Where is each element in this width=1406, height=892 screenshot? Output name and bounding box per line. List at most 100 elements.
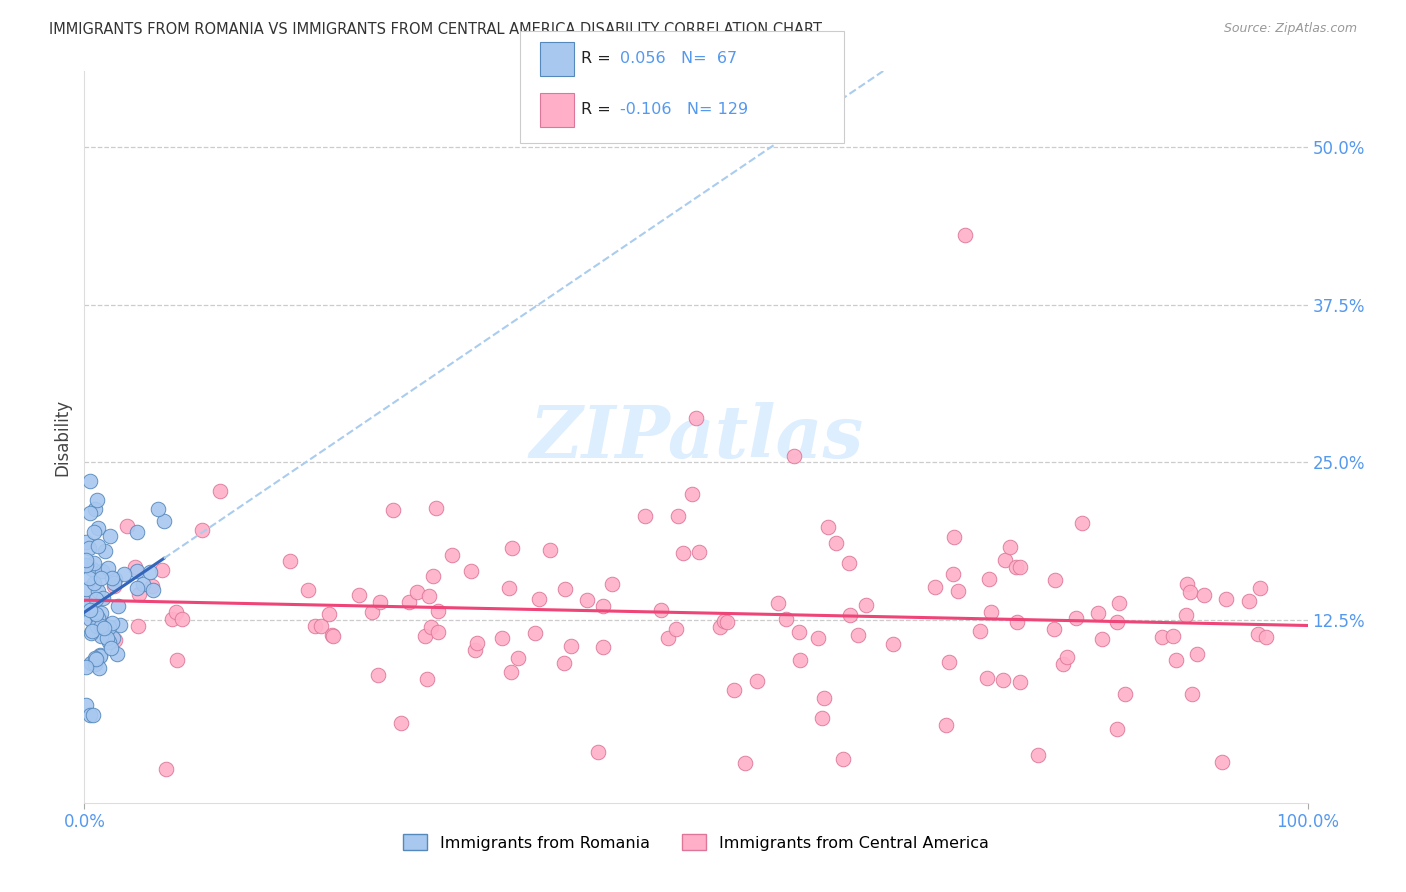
Legend: Immigrants from Romania, Immigrants from Central America: Immigrants from Romania, Immigrants from… <box>396 828 995 857</box>
Point <box>787 625 810 640</box>
Point <box>166 653 188 667</box>
Point <box>1249 581 1271 595</box>
Point <box>80 626 103 640</box>
Point <box>681 487 703 501</box>
Point <box>77 571 100 585</box>
Point <box>713 614 735 628</box>
Text: 0.056   N=  67: 0.056 N= 67 <box>620 51 737 66</box>
Point <box>665 622 688 636</box>
Point <box>924 580 946 594</box>
Point <box>506 651 529 665</box>
Point <box>107 599 129 613</box>
Point <box>103 575 125 590</box>
Point <box>969 624 991 639</box>
Point <box>935 718 957 732</box>
Point <box>425 500 447 515</box>
Point <box>406 585 429 599</box>
Point <box>1008 674 1031 689</box>
Point <box>523 626 546 640</box>
Point <box>76 599 98 614</box>
Point <box>554 582 576 596</box>
Point <box>938 655 960 669</box>
Point <box>977 572 1000 586</box>
Point <box>422 569 444 583</box>
Point <box>1066 610 1088 624</box>
Point <box>685 411 707 425</box>
Point <box>709 620 731 634</box>
Point <box>745 673 768 688</box>
Point <box>1239 594 1261 608</box>
Point <box>460 564 482 578</box>
Point <box>139 565 162 579</box>
Point <box>1211 756 1233 770</box>
Point <box>278 553 301 567</box>
Point <box>576 593 599 607</box>
Point <box>165 605 187 619</box>
Point <box>360 605 382 619</box>
Point <box>87 584 110 599</box>
Point <box>75 659 97 673</box>
Point <box>125 581 148 595</box>
Point <box>1114 687 1136 701</box>
Point <box>789 653 811 667</box>
Point <box>723 683 745 698</box>
Point <box>1091 632 1114 647</box>
Point <box>831 752 853 766</box>
Point <box>86 493 108 508</box>
Point <box>1247 627 1270 641</box>
Point <box>1004 560 1026 574</box>
Point <box>1005 615 1028 629</box>
Point <box>368 595 391 609</box>
Point <box>86 619 108 633</box>
Point <box>1105 722 1128 736</box>
Point <box>127 524 149 539</box>
Point <box>83 650 105 665</box>
Point <box>1028 747 1050 762</box>
Point <box>943 530 966 544</box>
Point <box>155 762 177 776</box>
Point <box>97 560 120 574</box>
Point <box>1164 652 1187 666</box>
Point <box>1056 650 1078 665</box>
Point <box>190 524 212 538</box>
Point <box>846 628 869 642</box>
Point <box>90 571 112 585</box>
Point <box>426 604 449 618</box>
Point <box>79 474 101 488</box>
Point <box>98 529 121 543</box>
Point <box>1175 607 1198 622</box>
Point <box>75 582 97 596</box>
Point <box>100 640 122 655</box>
Point <box>1043 573 1066 587</box>
Text: R =: R = <box>581 103 616 118</box>
Point <box>75 535 97 549</box>
Text: -0.106   N= 129: -0.106 N= 129 <box>620 103 748 118</box>
Point <box>367 668 389 682</box>
Point <box>93 621 115 635</box>
Point <box>83 576 105 591</box>
Point <box>942 566 965 581</box>
Point <box>82 707 104 722</box>
Point <box>79 541 101 555</box>
Point <box>90 619 112 633</box>
Point <box>538 543 561 558</box>
Point <box>811 711 834 725</box>
Point <box>775 611 797 625</box>
Point <box>170 612 193 626</box>
Text: ZIPatlas: ZIPatlas <box>529 401 863 473</box>
Point <box>101 616 124 631</box>
Point <box>141 579 163 593</box>
Point <box>115 518 138 533</box>
Point <box>96 632 118 646</box>
Point <box>766 596 789 610</box>
Point <box>112 566 135 581</box>
Point <box>104 572 127 586</box>
Point <box>420 620 443 634</box>
Point <box>75 596 97 610</box>
Point <box>76 558 98 572</box>
Point <box>1254 630 1277 644</box>
Point <box>498 582 520 596</box>
Point <box>90 607 112 621</box>
Point <box>75 698 97 712</box>
Point <box>89 618 111 632</box>
